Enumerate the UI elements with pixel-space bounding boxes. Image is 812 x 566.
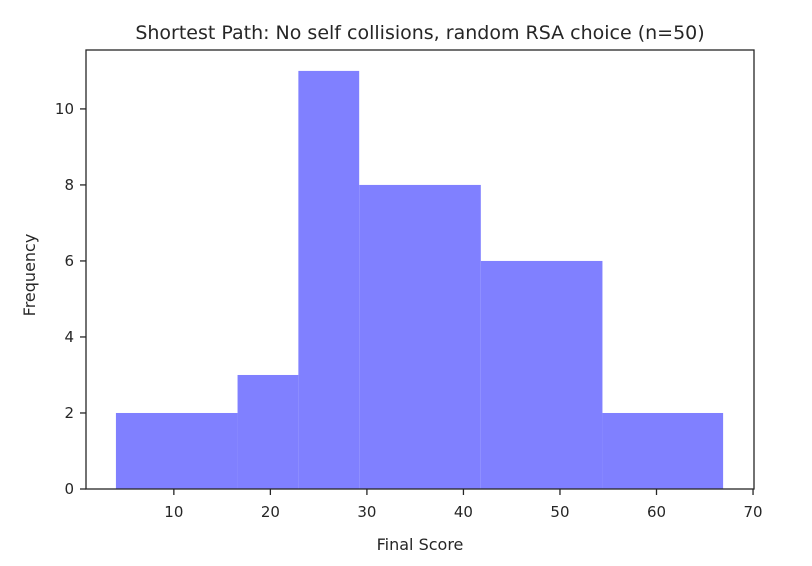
y-tick-label: 0 [64, 480, 74, 498]
histogram-bar-5 [480, 260, 603, 489]
x-axis-label: Final Score [377, 535, 464, 554]
x-tick-label: 70 [743, 503, 762, 521]
histogram-bar-2 [237, 374, 299, 489]
y-tick-label: 8 [64, 176, 74, 194]
y-axis-ticks: 0 2 4 6 8 10 [55, 100, 86, 498]
y-tick-label: 4 [64, 328, 74, 346]
histogram-bar-1 [115, 412, 238, 489]
y-tick-label: 2 [64, 404, 74, 422]
y-axis-label: Frequency [20, 234, 39, 317]
bars-layer [115, 70, 724, 490]
histogram-bar-4 [359, 184, 481, 490]
x-tick-label: 50 [550, 503, 569, 521]
x-tick-label: 10 [164, 503, 183, 521]
x-tick-label: 60 [647, 503, 666, 521]
y-tick-label: 10 [55, 100, 74, 118]
x-axis-ticks: 10 20 30 40 50 60 70 [164, 489, 763, 521]
histogram-bar-3 [298, 70, 360, 490]
histogram-bar-6 [602, 412, 724, 489]
y-tick-label: 6 [64, 252, 74, 270]
chart-title: Shortest Path: No self collisions, rando… [135, 22, 704, 44]
plot-frame [85, 49, 755, 490]
x-tick-label: 20 [261, 503, 280, 521]
x-tick-label: 30 [357, 503, 376, 521]
x-tick-label: 40 [454, 503, 473, 521]
